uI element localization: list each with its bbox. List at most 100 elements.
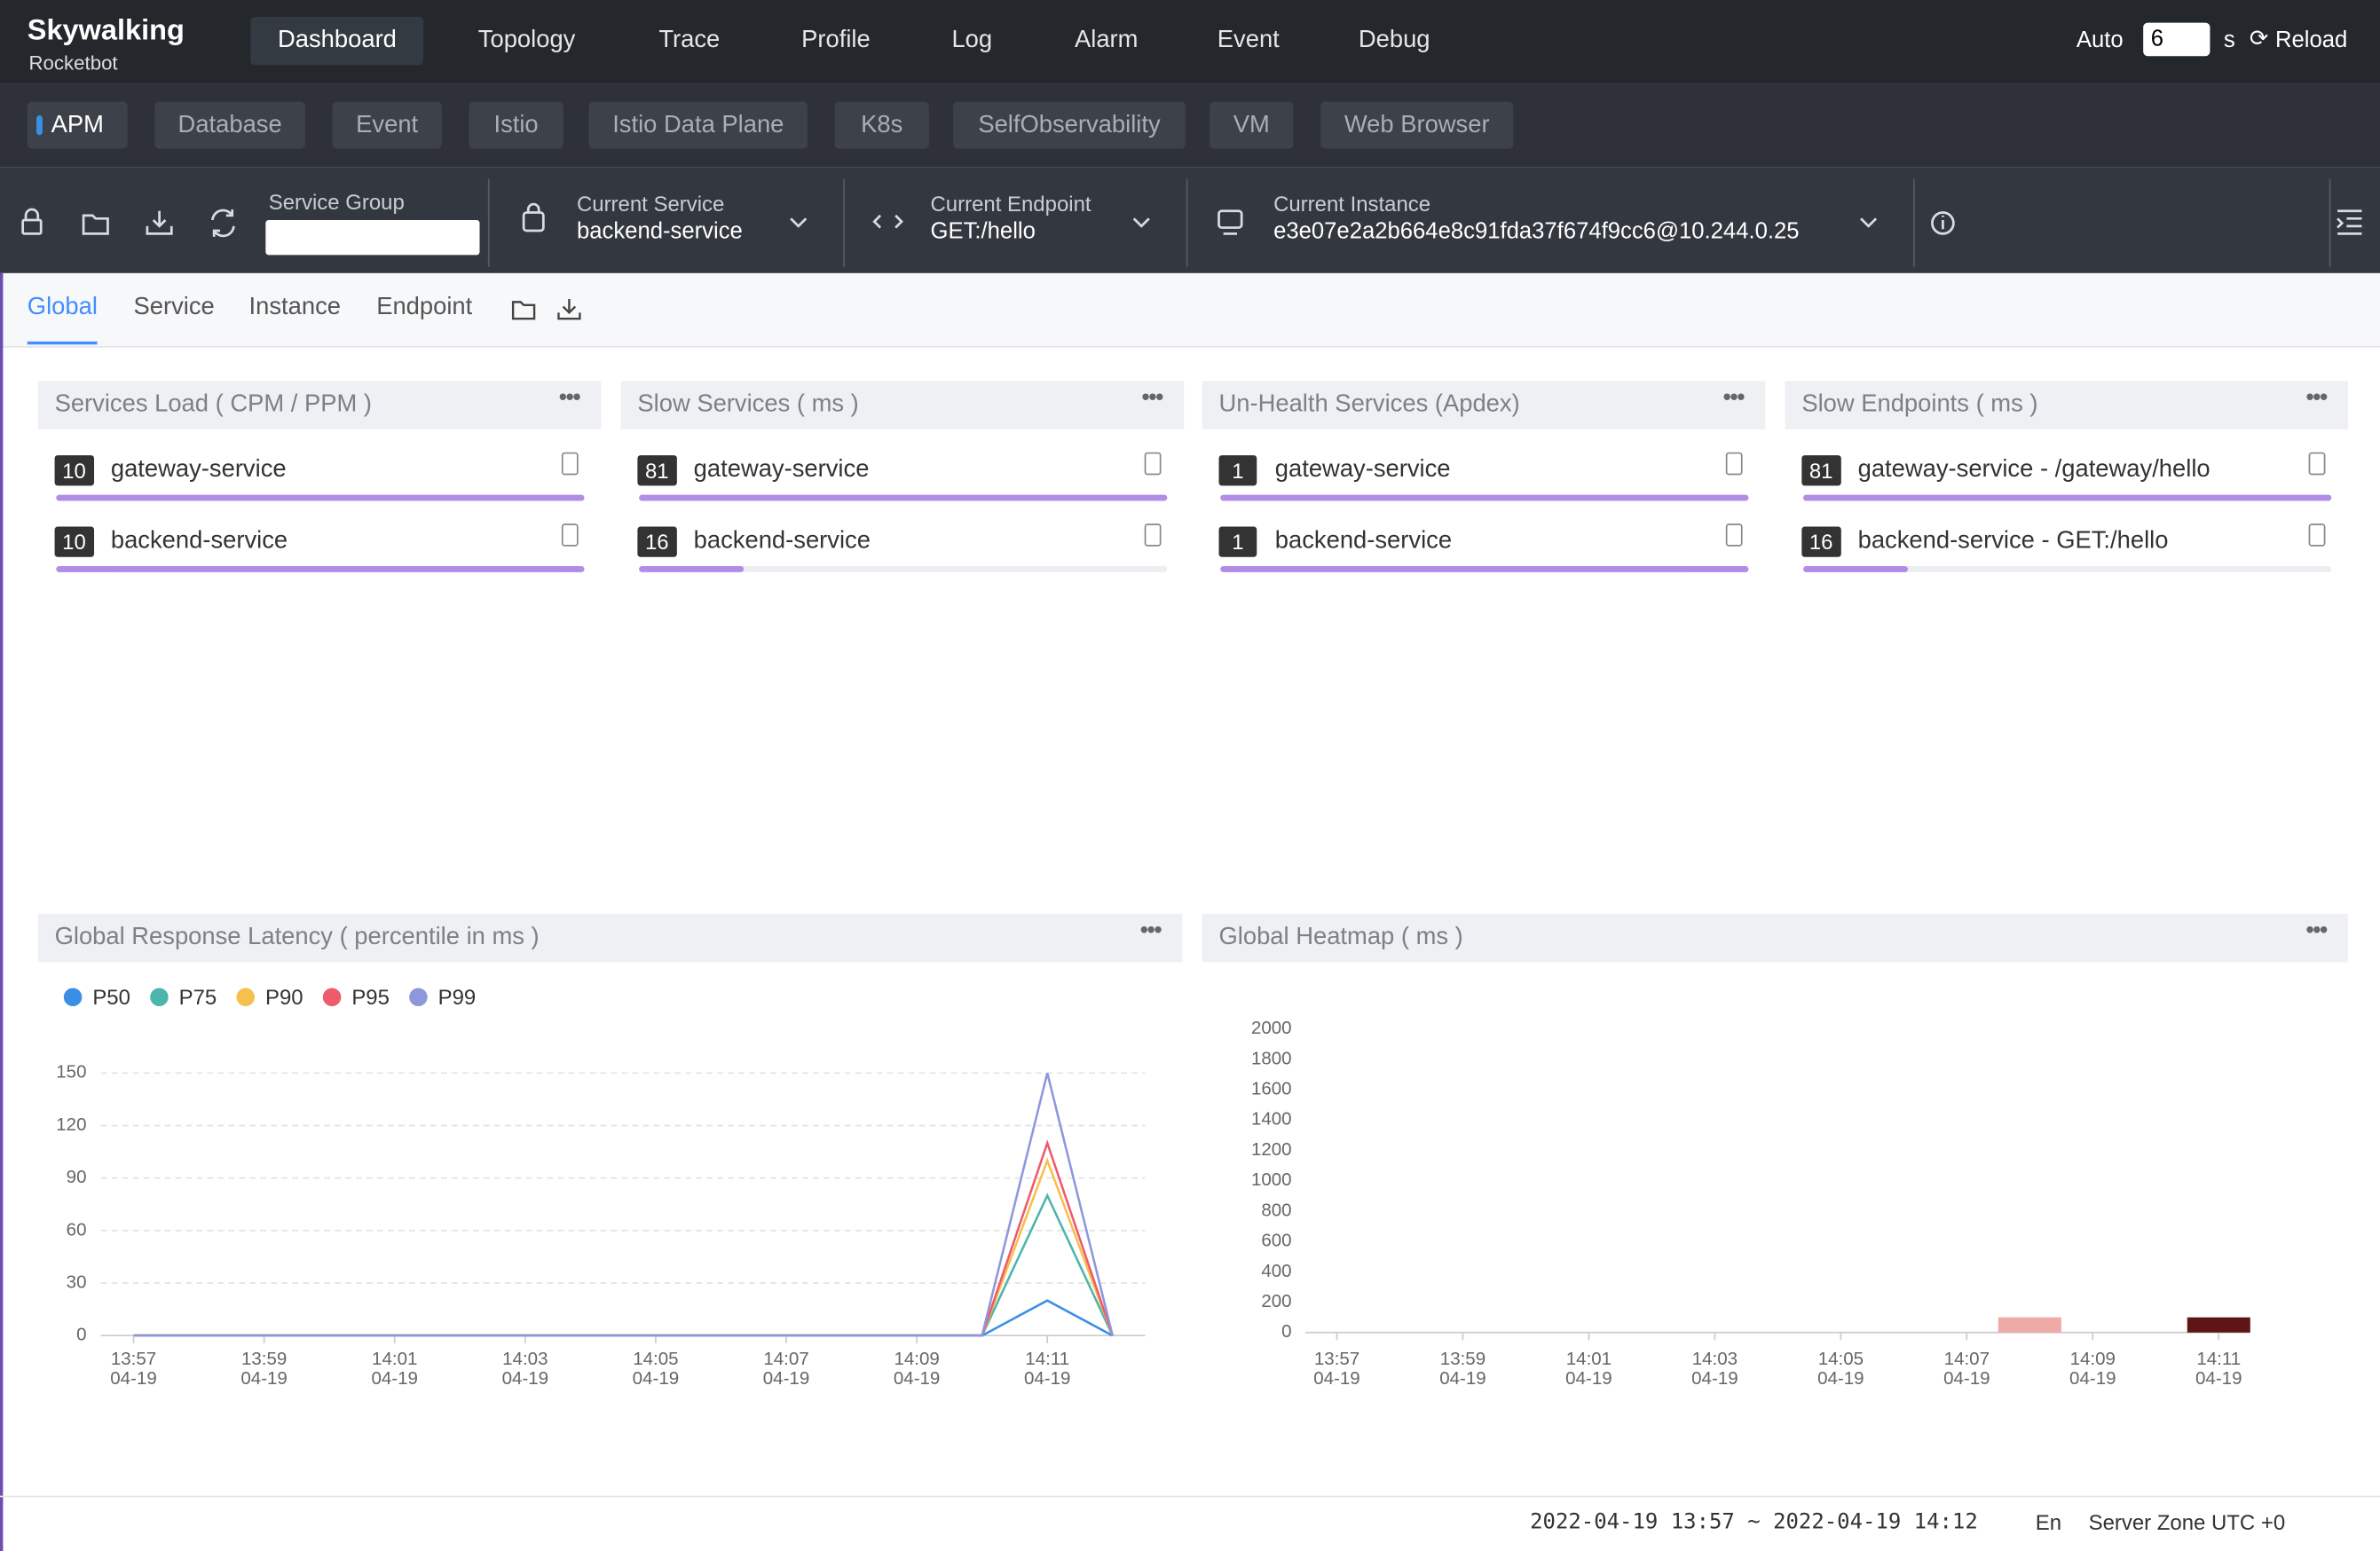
x-tick-label: 14:09	[894, 1349, 939, 1369]
layer-tab[interactable]: SelfObservability	[953, 101, 1186, 149]
layer-tab[interactable]: Web Browser	[1320, 101, 1514, 149]
copy-icon[interactable]	[2308, 452, 2326, 476]
layer-tab[interactable]: VM	[1210, 101, 1294, 149]
x-tick-label: 13:59	[241, 1349, 287, 1369]
widget-header	[37, 381, 602, 430]
y-tick-label: 400	[1261, 1261, 1291, 1281]
logo-sub: Rocketbot	[28, 51, 118, 75]
value-badge: 81	[1801, 455, 1841, 486]
layer-tab[interactable]: Event	[332, 101, 442, 149]
selector-value[interactable]: e3e07e2a2b664e8c91fda37f674f9cc6@10.244.…	[1273, 218, 1800, 245]
interval-input[interactable]: 6	[2143, 22, 2211, 57]
widget-header	[620, 381, 1185, 430]
selector-value[interactable]: backend-service	[576, 218, 743, 245]
copy-icon[interactable]	[1725, 452, 1743, 476]
nav-item[interactable]: Profile	[801, 27, 871, 53]
item-name[interactable]: gateway-service	[110, 456, 287, 483]
x-tick-label: 04-19	[110, 1368, 156, 1389]
widget-title: Global Response Latency ( percentile in …	[54, 924, 540, 950]
line	[133, 1193, 1114, 1337]
nav-item[interactable]: Topology	[477, 27, 576, 53]
widget-menu[interactable]: •••	[1139, 917, 1162, 944]
widget-menu[interactable]: •••	[1141, 385, 1163, 412]
item-name[interactable]: backend-service	[110, 528, 288, 555]
layer-tab[interactable]: Database	[154, 101, 305, 149]
widget-menu[interactable]: •••	[1722, 385, 1745, 412]
x-tick-label: 14:09	[2070, 1349, 2116, 1369]
active-marker	[36, 114, 43, 136]
toolbar-icons	[21, 202, 2362, 238]
bar	[1803, 566, 1908, 572]
copy-icon[interactable]	[1144, 452, 1162, 476]
x-tick-label: 14:11	[2196, 1349, 2241, 1369]
y-tick-label: 0	[1281, 1321, 1291, 1342]
widget-menu[interactable]: •••	[2305, 385, 2328, 412]
x-tick-label: 14:07	[763, 1349, 808, 1369]
legend-marker	[236, 988, 256, 1007]
value-badge: 10	[54, 455, 94, 486]
service-group-input[interactable]	[265, 220, 480, 256]
selector-value[interactable]: GET:/hello	[930, 218, 1036, 245]
dashboard-tab[interactable]: Instance	[248, 294, 341, 320]
interval-unit: s	[2223, 27, 2235, 53]
bar	[56, 494, 585, 501]
x-tick-label: 04-19	[763, 1368, 809, 1389]
layer-tab[interactable]: Istio	[469, 101, 563, 149]
x-tick-label: 04-19	[240, 1368, 287, 1389]
y-tick-label: 60	[67, 1219, 87, 1240]
reload-button[interactable]: Reload	[2274, 27, 2348, 53]
x-tick-label: 14:05	[633, 1349, 678, 1369]
service-group-label: Service Group	[268, 189, 405, 215]
item-name[interactable]: gateway-service	[693, 456, 870, 483]
copy-icon[interactable]	[2308, 524, 2326, 547]
legend-label: P99	[438, 986, 477, 1010]
x-tick-label: 04-19	[894, 1368, 940, 1389]
layer-tab[interactable]: APM	[27, 101, 128, 149]
item-name[interactable]: gateway-service	[1274, 456, 1451, 483]
time-range[interactable]: 2022-04-19 13:57 ~ 2022-04-19 14:12	[1530, 1509, 1978, 1535]
nav-item[interactable]: Event	[1217, 27, 1280, 53]
nav-item[interactable]: Dashboard	[250, 16, 424, 66]
item-name[interactable]: backend-service - GET:/hello	[1857, 528, 2169, 555]
x-tick-label: 04-19	[1817, 1368, 1864, 1389]
nav-item[interactable]: Trace	[658, 27, 721, 53]
legend-label: P75	[179, 986, 217, 1010]
x-tick-label: 04-19	[371, 1368, 417, 1389]
x-tick-label: 14:03	[1692, 1349, 1738, 1369]
copy-icon[interactable]	[1144, 524, 1162, 547]
item-name[interactable]: gateway-service - /gateway/hello	[1857, 456, 2211, 483]
dashboard-tab[interactable]: Endpoint	[376, 294, 473, 320]
line	[133, 1157, 1114, 1337]
heat-cell	[1998, 1317, 2061, 1333]
item-name[interactable]: backend-service	[693, 528, 871, 555]
bar-track	[639, 566, 1168, 572]
nav-item[interactable]: Log	[951, 27, 993, 53]
widget-header	[1202, 381, 1766, 430]
x-tick-label: 14:05	[1818, 1349, 1864, 1369]
layer-tab[interactable]: K8s	[834, 101, 929, 149]
nav-item[interactable]: Alarm	[1075, 27, 1139, 53]
language[interactable]: En	[2035, 1509, 2062, 1535]
edge	[0, 272, 4, 1551]
tab-bar	[0, 272, 2380, 348]
bar	[1220, 566, 1749, 572]
item-name[interactable]: backend-service	[1274, 528, 1453, 555]
widget-menu[interactable]: •••	[2305, 917, 2328, 944]
widget-title: Slow Services ( ms )	[637, 391, 859, 418]
y-tick-label: 120	[56, 1114, 86, 1135]
layer-tab[interactable]: Istio Data Plane	[588, 101, 808, 149]
dashboard-tab[interactable]: Global	[27, 294, 98, 320]
nav-item[interactable]: Debug	[1358, 27, 1430, 53]
x-tick-label: 14:03	[502, 1349, 548, 1369]
bar-track	[1803, 566, 2332, 572]
copy-icon[interactable]	[1725, 524, 1743, 547]
copy-icon[interactable]	[561, 452, 579, 476]
auto-label[interactable]: Auto	[2076, 27, 2124, 53]
selector-bar	[0, 167, 2380, 273]
x-tick-label: 04-19	[1024, 1368, 1070, 1389]
x-tick-label: 14:11	[1025, 1349, 1069, 1369]
dashboard-tab[interactable]: Service	[133, 294, 215, 320]
copy-icon[interactable]	[561, 524, 579, 547]
widget-menu[interactable]: •••	[558, 385, 580, 412]
